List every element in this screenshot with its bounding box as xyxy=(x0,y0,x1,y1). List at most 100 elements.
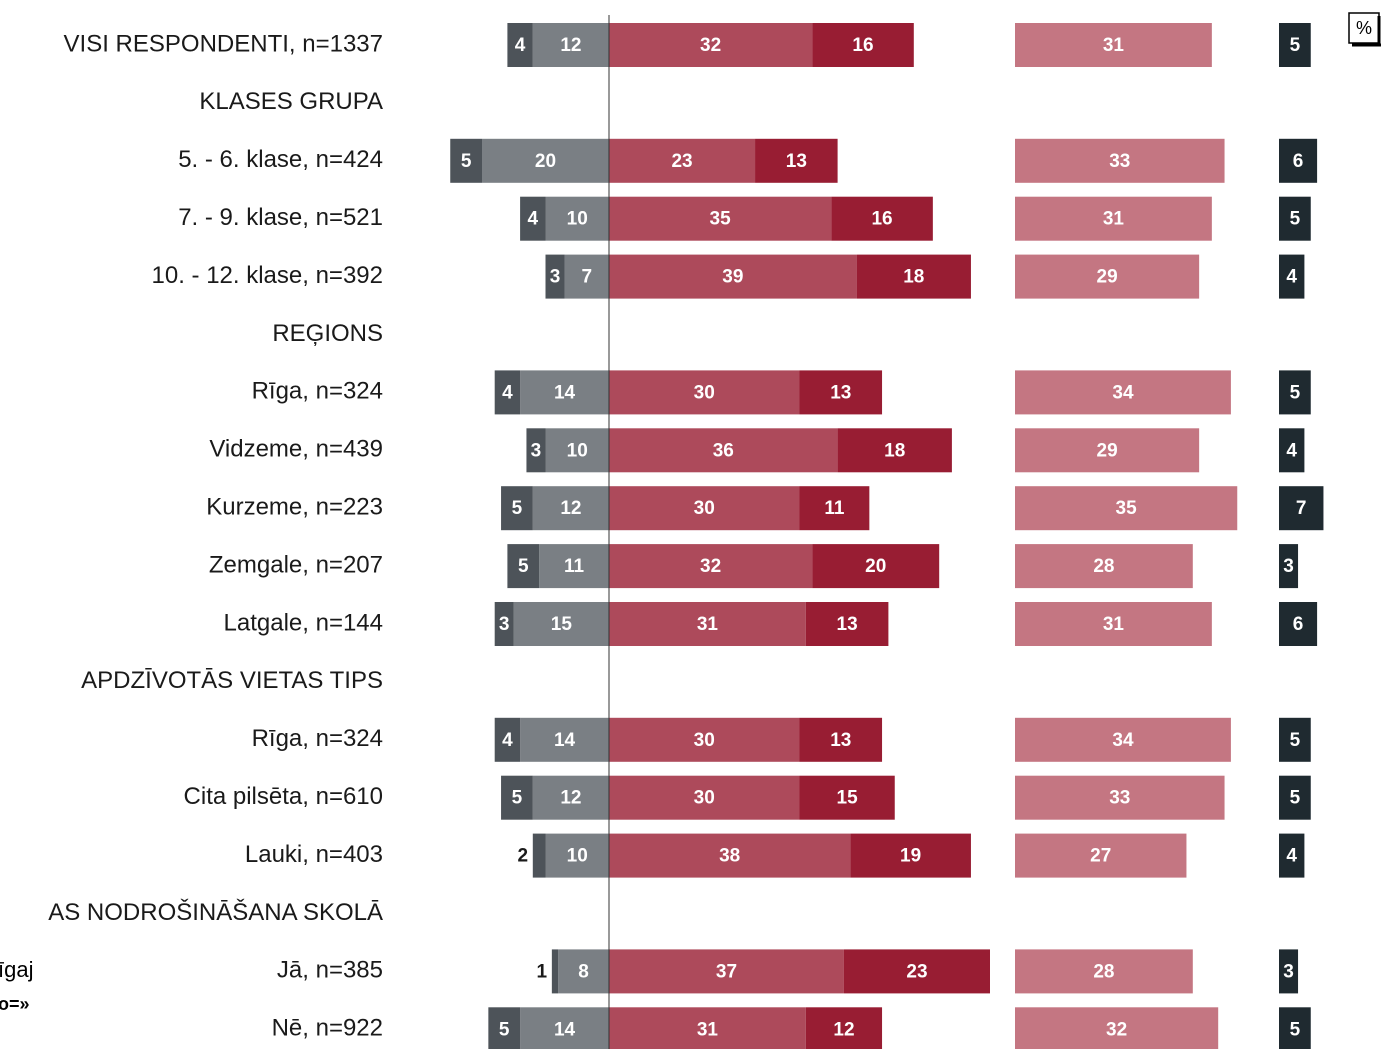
value-label: 5 xyxy=(1290,35,1301,56)
bar-segment xyxy=(812,23,914,67)
value-label: 12 xyxy=(560,498,581,519)
bar-segment xyxy=(1015,370,1231,415)
bar-segment xyxy=(520,370,609,415)
bar-segment xyxy=(799,775,895,820)
bar-segment xyxy=(1279,138,1318,183)
bar-segment xyxy=(450,138,482,183)
value-label: 5 xyxy=(1290,382,1301,403)
category-label: KLASES GRUPA xyxy=(199,88,383,115)
bar-segment xyxy=(609,196,832,241)
bar-segment xyxy=(482,138,609,183)
bar-segment xyxy=(805,602,889,646)
value-label: 5 xyxy=(512,788,523,809)
value-label: 31 xyxy=(1103,35,1125,56)
value-label: 13 xyxy=(786,151,807,172)
value-label: 18 xyxy=(903,267,924,288)
value-label: 8 xyxy=(578,961,589,982)
bar-segment xyxy=(609,486,800,531)
value-label: 4 xyxy=(528,209,539,230)
value-label: 4 xyxy=(502,382,513,403)
bar-segment xyxy=(1015,23,1212,67)
value-label: 5 xyxy=(1290,788,1301,809)
category-label: Rīga, n=324 xyxy=(252,378,383,405)
value-label: 6 xyxy=(1293,614,1304,635)
bar-segment xyxy=(1279,196,1311,241)
bar-segment xyxy=(558,949,609,994)
bar-segment xyxy=(1279,1007,1311,1049)
value-label: 31 xyxy=(1103,209,1125,230)
bar-segment xyxy=(843,949,990,994)
bar-segment xyxy=(532,833,546,878)
value-label: 31 xyxy=(697,614,719,635)
value-label: 19 xyxy=(900,846,921,867)
category-label: AS NODROŠINĀŠANA SKOLĀ xyxy=(48,898,383,926)
value-label: 35 xyxy=(710,209,732,230)
value-label: 31 xyxy=(1103,614,1125,635)
value-label: 36 xyxy=(713,440,734,461)
value-label: 30 xyxy=(694,788,715,809)
bar-segment xyxy=(545,428,609,473)
value-label: 15 xyxy=(551,614,573,635)
value-label: 3 xyxy=(550,267,561,288)
bar-segment xyxy=(1279,775,1311,820)
value-label: 5 xyxy=(512,498,523,519)
value-label: 20 xyxy=(865,556,886,577)
bar-segment xyxy=(1279,370,1311,415)
bar-segment xyxy=(1015,544,1193,589)
bar-segment xyxy=(520,1007,609,1049)
cut-text: o=» xyxy=(0,994,30,1014)
bar-segment xyxy=(501,486,533,531)
bar-segment xyxy=(545,196,609,241)
bar-segment xyxy=(609,428,838,473)
bar-segment xyxy=(1015,775,1225,820)
bar-segment xyxy=(494,602,514,646)
bar-segment xyxy=(805,1007,883,1049)
value-label: 12 xyxy=(560,35,581,56)
value-label: 4 xyxy=(1286,846,1297,867)
value-label: 11 xyxy=(564,556,585,577)
category-label: Cita pilsēta, n=610 xyxy=(184,783,383,810)
value-label: 14 xyxy=(554,1019,576,1040)
category-label: Nē, n=922 xyxy=(272,1015,383,1042)
bar-segment xyxy=(609,833,851,878)
category-label: 7. - 9. klase, n=521 xyxy=(178,204,383,231)
bar-segment xyxy=(799,486,870,531)
bar-segment xyxy=(1279,428,1305,473)
bar-segment xyxy=(1279,486,1324,531)
value-label: 4 xyxy=(1286,267,1297,288)
value-label: 33 xyxy=(1109,151,1130,172)
category-label: Jā, n=385 xyxy=(277,957,383,984)
bar-segment xyxy=(755,138,838,183)
bar-segment xyxy=(1015,138,1225,183)
value-label: 37 xyxy=(716,961,737,982)
value-label: 32 xyxy=(1106,1019,1127,1040)
category-label: Vidzeme, n=439 xyxy=(209,436,383,463)
bar-segment xyxy=(831,196,933,241)
bar-segment xyxy=(507,23,533,67)
value-label: 3 xyxy=(499,614,510,635)
value-label: 38 xyxy=(719,846,740,867)
bar-segment xyxy=(1015,486,1238,531)
value-label: 5 xyxy=(1290,730,1301,751)
value-label: 5 xyxy=(518,556,529,577)
bar-segment xyxy=(1015,717,1231,762)
value-label: 3 xyxy=(1283,961,1294,982)
value-label: 28 xyxy=(1093,961,1114,982)
value-label: 27 xyxy=(1090,846,1111,867)
bar-segment xyxy=(532,486,609,531)
value-label: 5 xyxy=(1290,1019,1301,1040)
bar-segment xyxy=(837,428,952,473)
bar-segment xyxy=(545,833,609,878)
bar-segment xyxy=(488,1007,521,1049)
value-label: 1 xyxy=(537,961,548,982)
category-label: 5. - 6. klase, n=424 xyxy=(178,146,383,173)
value-label: 34 xyxy=(1112,382,1134,403)
value-label: 7 xyxy=(581,267,592,288)
value-label: 35 xyxy=(1116,498,1138,519)
value-label: 33 xyxy=(1109,788,1130,809)
bar-segment xyxy=(609,717,800,762)
bar-segment xyxy=(1279,254,1305,299)
value-label: 2 xyxy=(518,846,529,867)
bar-segment xyxy=(609,23,813,67)
